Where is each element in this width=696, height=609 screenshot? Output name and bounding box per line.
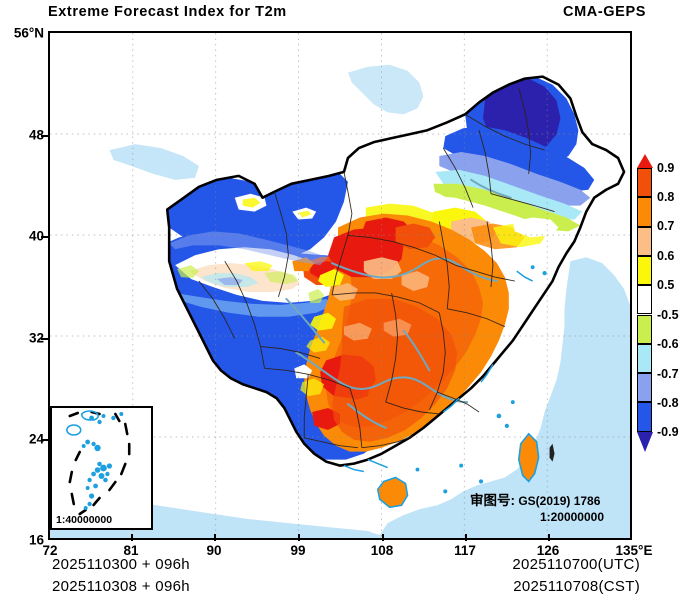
efi-colorbar[interactable]: 0.9 0.8 0.7 0.6 0.5 -0.5 -0.6 -0.7 -0.8 … xyxy=(636,154,679,452)
footer-valid-cst: 2025110708(CST) xyxy=(513,578,640,595)
colorbar-under-arrow xyxy=(636,431,653,452)
colorbar-label-m0.5: -0.5 xyxy=(657,308,679,322)
coast-detail-layer xyxy=(343,265,547,494)
colorbar-label-0.5: 0.5 xyxy=(657,278,675,292)
colorbar-label-0.8: 0.8 xyxy=(657,190,675,204)
footer-init-cst: 2025110308 + 096h xyxy=(52,578,190,595)
footer-valid-utc: 2025110700(UTC) xyxy=(512,556,640,573)
inset-scale-label: 1:40000000 xyxy=(56,514,113,526)
x-tick-90: 90 xyxy=(206,543,222,558)
colorbar-label-0.6: 0.6 xyxy=(657,249,675,263)
colorbar-cell-m0.7-m0.6 xyxy=(637,343,652,374)
colorbar-label-m0.9: -0.9 xyxy=(657,425,679,439)
colorbar-label-0.7: 0.7 xyxy=(657,219,675,233)
y-tick-32: 32 xyxy=(28,330,44,346)
approval-number-line: 审图号: GS(2019) 1786 xyxy=(470,489,620,509)
approval-scale-label: 1:20000000 xyxy=(539,510,604,524)
x-tick-mark-99 xyxy=(298,534,300,541)
map-plot-area: 1:40000000 审图号: GS(2019) 1786 1:20000000 xyxy=(48,31,632,540)
colorbar-cell-0.7-0.8 xyxy=(637,197,652,227)
river-layer xyxy=(285,178,512,429)
colorbar-cell-m0.6-m0.5 xyxy=(637,314,652,344)
x-tick-99: 99 xyxy=(290,543,306,558)
y-tick-mark-40 xyxy=(41,236,48,238)
x-tick-135: 135°E xyxy=(615,543,653,558)
x-tick-mark-90 xyxy=(214,534,216,541)
province-border-layer xyxy=(198,88,555,449)
x-tick-117: 117 xyxy=(454,543,476,558)
colorbar-cell-0.5-0.6 xyxy=(637,255,652,286)
colorbar-label-0.9: 0.9 xyxy=(657,161,675,175)
x-tick-81: 81 xyxy=(123,543,139,558)
colorbar-label-m0.7: -0.7 xyxy=(657,367,679,381)
approval-prefix-label: 审图号: xyxy=(470,493,515,508)
y-tick-mark-24 xyxy=(41,439,48,441)
x-tick-mark-126 xyxy=(548,534,550,541)
y-tick-48: 48 xyxy=(28,127,44,143)
x-tick-72: 72 xyxy=(42,543,58,558)
map-approval-stamp: 审图号: GS(2019) 1786 1:20000000 xyxy=(470,489,620,524)
x-axis: 72 81 90 99 108 117 126 135°E xyxy=(0,534,696,569)
colorbar-cell-m0.9-m0.8 xyxy=(637,402,652,432)
footer-init-utc: 2025110300 + 096h xyxy=(52,556,190,573)
china-national-border xyxy=(165,75,626,467)
colorbar-cell-neutral xyxy=(637,285,652,315)
y-tick-40: 40 xyxy=(28,228,44,244)
y-tick-mark-48 xyxy=(41,135,48,137)
colorbar-over-arrow xyxy=(636,154,653,168)
y-axis: 56°N 48 40 32 24 16 xyxy=(0,0,48,609)
model-label: CMA-GEPS xyxy=(563,4,646,20)
y-tick-56: 56°N xyxy=(13,25,44,41)
page-title: Extreme Forecast Index for T2m xyxy=(48,4,287,20)
x-tick-mark-117 xyxy=(465,534,467,541)
inset-map-south-china-sea: 1:40000000 xyxy=(50,406,153,530)
approval-number: GS(2019) 1786 xyxy=(518,494,601,508)
x-tick-mark-108 xyxy=(382,534,384,541)
colorbar-cell-0.6-0.7 xyxy=(637,226,652,256)
colorbar-label-m0.6: -0.6 xyxy=(657,337,679,351)
inset-map-canvas xyxy=(52,408,151,528)
x-tick-mark-81 xyxy=(131,534,133,541)
island-layer xyxy=(376,432,555,509)
x-tick-126: 126 xyxy=(536,543,560,558)
colorbar-label-m0.8: -0.8 xyxy=(657,396,679,410)
y-tick-16: 16 xyxy=(28,532,44,548)
y-tick-mark-32 xyxy=(41,338,48,340)
footer: 2025110300 + 096h 2025110308 + 096h 2025… xyxy=(0,552,696,609)
efi-map-canvas xyxy=(50,33,630,538)
x-tick-108: 108 xyxy=(370,543,394,558)
colorbar-cell-m0.8-m0.7 xyxy=(637,373,652,403)
y-tick-24: 24 xyxy=(28,431,44,447)
colorbar-cell-0.8-0.9 xyxy=(637,168,652,198)
